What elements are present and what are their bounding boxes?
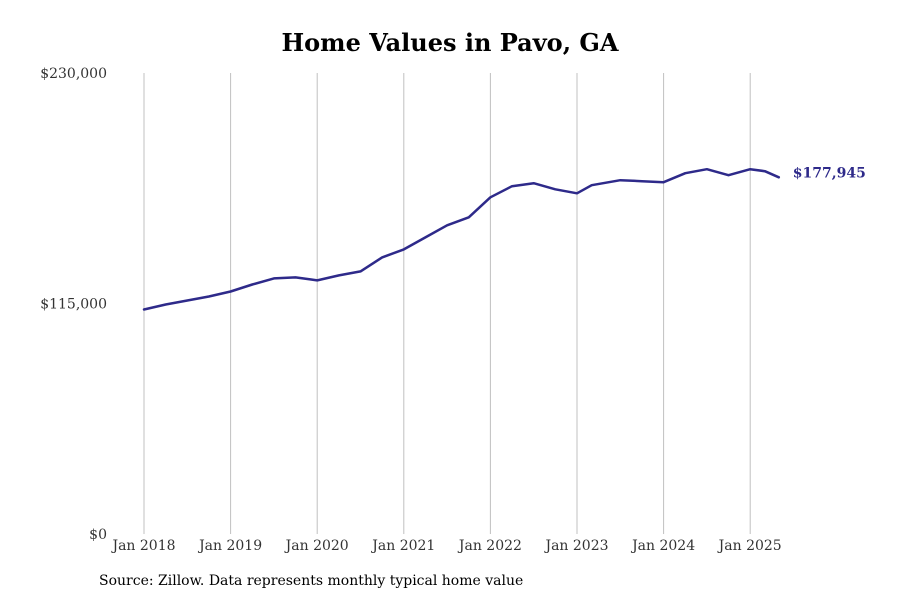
- y-tick-label: $230,000: [40, 66, 107, 82]
- x-tick-label: Jan 2019: [197, 538, 262, 554]
- end-value-label: $177,945: [793, 165, 866, 181]
- chart-title: Home Values in Pavo, GA: [281, 28, 619, 57]
- source-note: Source: Zillow. Data represents monthly …: [99, 573, 524, 589]
- x-tick-label: Jan 2022: [457, 538, 522, 554]
- series-line: [142, 167, 781, 311]
- y-axis: $0 $115,000 $230,000: [40, 66, 107, 543]
- x-tick-label: Jan 2025: [717, 538, 782, 554]
- x-tick-label: Jan 2020: [284, 538, 349, 554]
- grid-lines: [143, 73, 751, 534]
- x-axis: Jan 2018 Jan 2019 Jan 2020 Jan 2021 Jan 2022…: [110, 538, 781, 554]
- y-tick-label: $0: [89, 527, 107, 543]
- x-tick-label: Jan 2024: [630, 538, 695, 554]
- x-tick-label: Jan 2023: [543, 538, 608, 554]
- x-tick-label: Jan 2018: [110, 538, 175, 554]
- x-tick-label: Jan 2021: [370, 538, 435, 554]
- y-tick-label: $115,000: [40, 297, 107, 313]
